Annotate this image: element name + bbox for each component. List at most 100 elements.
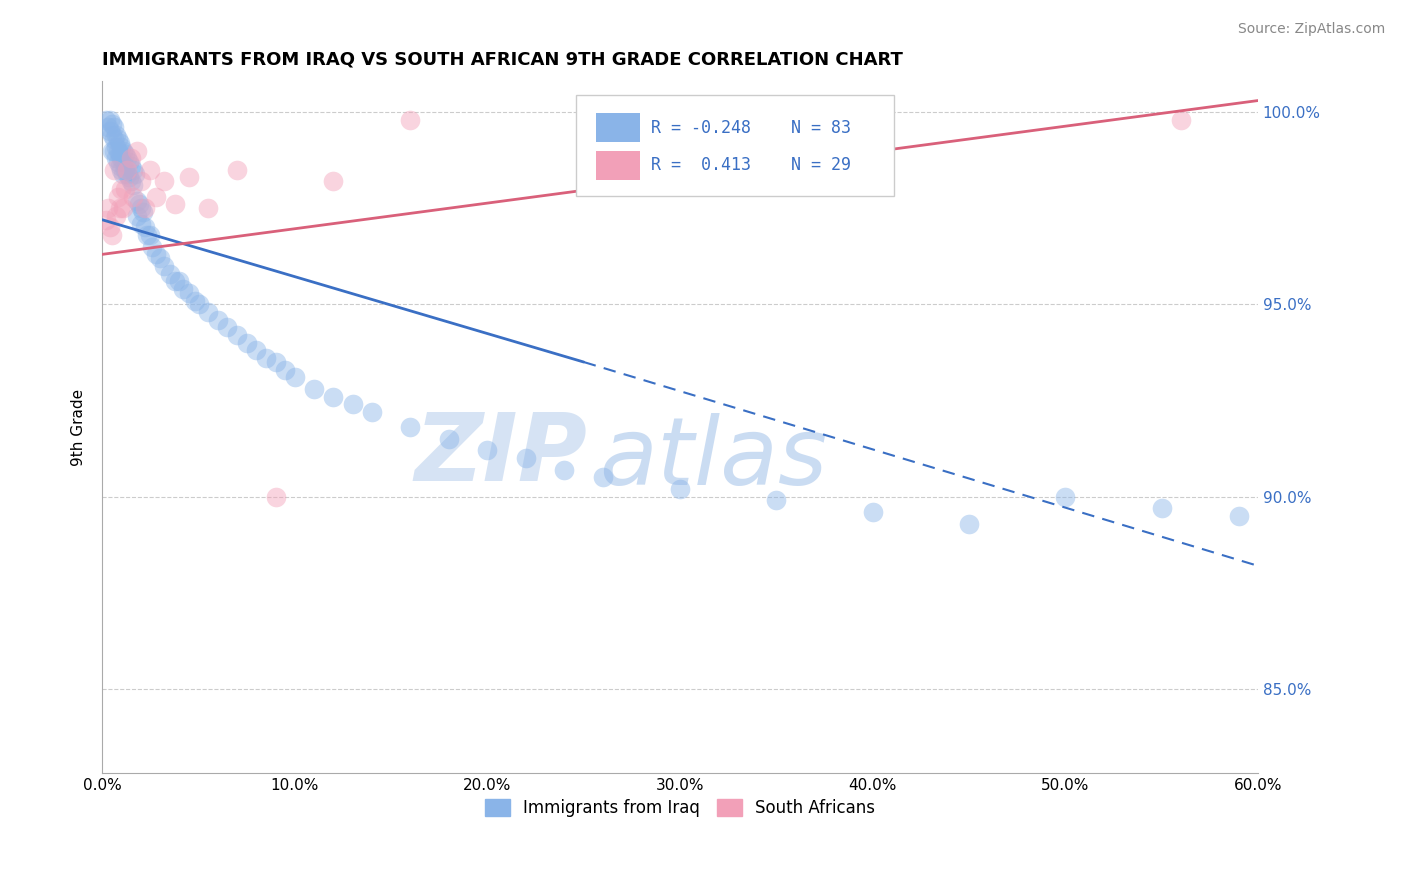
Point: [117, 151, 139, 165]
Point: [264, 355, 287, 369]
Point: [197, 305, 219, 319]
Point: [128, 197, 150, 211]
Text: IMMIGRANTS FROM IRAQ VS SOUTH AFRICAN 9TH GRADE CORRELATION CHART: IMMIGRANTS FROM IRAQ VS SOUTH AFRICAN 9T…: [103, 51, 903, 69]
Point: [107, 190, 129, 204]
Point: [226, 162, 249, 177]
Point: [104, 128, 127, 143]
Point: [274, 362, 297, 376]
Point: [1150, 501, 1173, 516]
Point: [104, 139, 127, 153]
Point: [108, 201, 131, 215]
Point: [97, 201, 120, 215]
Point: [437, 432, 460, 446]
Point: [107, 144, 129, 158]
Point: [322, 390, 344, 404]
Text: ZIP: ZIP: [415, 409, 588, 501]
Point: [108, 136, 131, 150]
Point: [264, 490, 287, 504]
Point: [108, 159, 131, 173]
Point: [515, 451, 537, 466]
Point: [101, 144, 124, 158]
Point: [98, 112, 121, 127]
Point: [129, 201, 152, 215]
Point: [122, 162, 145, 177]
Point: [118, 170, 141, 185]
Point: [245, 343, 267, 358]
Point: [134, 201, 156, 215]
Point: [118, 155, 141, 169]
Point: [104, 151, 127, 165]
Point: [153, 259, 176, 273]
Point: [149, 251, 172, 265]
Point: [145, 247, 167, 261]
Point: [139, 162, 162, 177]
Point: [94, 112, 117, 127]
Point: [122, 178, 145, 193]
Point: [342, 397, 364, 411]
Point: [117, 167, 139, 181]
Text: R = -0.248    N = 83: R = -0.248 N = 83: [651, 119, 851, 136]
Point: [129, 217, 152, 231]
Point: [107, 132, 129, 146]
Point: [97, 120, 120, 135]
Text: Source: ZipAtlas.com: Source: ZipAtlas.com: [1237, 22, 1385, 37]
Point: [124, 167, 146, 181]
Point: [134, 220, 156, 235]
Point: [103, 144, 125, 158]
Legend: Immigrants from Iraq, South Africans: Immigrants from Iraq, South Africans: [478, 792, 882, 824]
Point: [957, 516, 980, 531]
Point: [207, 312, 229, 326]
Point: [125, 144, 148, 158]
Point: [172, 282, 194, 296]
Point: [217, 320, 239, 334]
Point: [141, 240, 163, 254]
Point: [765, 493, 787, 508]
Point: [235, 335, 257, 350]
Point: [107, 155, 129, 169]
Point: [669, 482, 692, 496]
Point: [108, 147, 131, 161]
Point: [114, 147, 136, 161]
Point: [145, 190, 167, 204]
Point: [110, 151, 132, 165]
Point: [165, 274, 187, 288]
Point: [103, 132, 125, 146]
Point: [110, 182, 132, 196]
Point: [129, 174, 152, 188]
Point: [98, 220, 121, 235]
Point: [553, 463, 575, 477]
Point: [183, 293, 205, 308]
Point: [131, 205, 153, 219]
Point: [112, 155, 135, 169]
Point: [1227, 508, 1250, 523]
Point: [177, 285, 200, 300]
Point: [110, 139, 132, 153]
Point: [254, 351, 277, 366]
Point: [399, 112, 422, 127]
Bar: [596, 151, 640, 179]
Point: [114, 162, 136, 177]
Point: [1054, 490, 1077, 504]
Point: [101, 117, 124, 131]
Point: [284, 370, 307, 384]
Point: [165, 197, 187, 211]
Point: [120, 151, 142, 165]
Point: [360, 405, 382, 419]
Point: [112, 144, 135, 158]
Text: atlas: atlas: [599, 413, 827, 504]
Point: [98, 124, 121, 138]
Point: [112, 167, 135, 181]
Point: [125, 209, 148, 223]
Point: [302, 382, 325, 396]
Point: [187, 297, 209, 311]
Point: [104, 209, 127, 223]
Point: [117, 162, 139, 177]
Point: [94, 212, 117, 227]
Point: [153, 174, 176, 188]
Point: [177, 170, 200, 185]
FancyBboxPatch shape: [576, 95, 894, 195]
Point: [862, 505, 884, 519]
Point: [101, 228, 124, 243]
Point: [197, 201, 219, 215]
Point: [139, 228, 162, 243]
